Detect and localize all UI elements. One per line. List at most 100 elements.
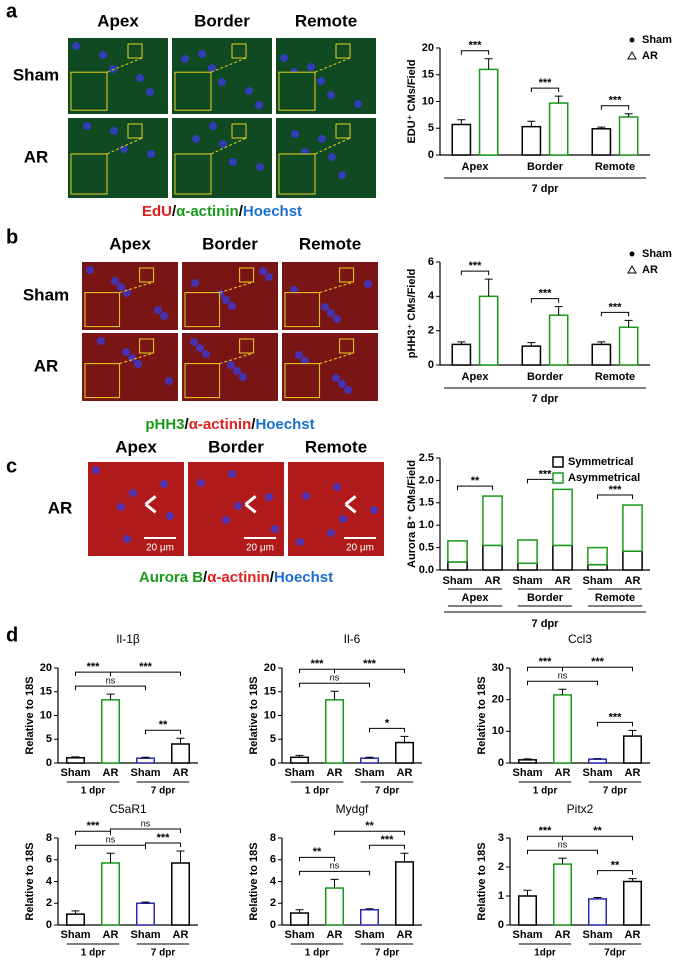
inset-box <box>335 43 351 59</box>
bar-segment <box>482 495 503 547</box>
stain-part: / <box>172 203 177 220</box>
x-tick-label: AR <box>555 767 571 779</box>
nucleus <box>296 538 304 546</box>
error-bar <box>400 852 409 862</box>
inset <box>70 153 108 195</box>
y-tick-label: 8 <box>270 832 276 844</box>
error-bar <box>106 693 115 700</box>
inset <box>278 153 316 195</box>
inset-box <box>239 267 255 283</box>
significance-label: ** <box>159 719 168 731</box>
significance-label: ** <box>611 860 620 872</box>
legend-marker <box>552 472 564 484</box>
group-label: 7 dpr <box>151 948 176 959</box>
group-label: Border <box>527 592 564 604</box>
y-tick-label: 15 <box>422 69 434 81</box>
error-bar <box>295 909 304 914</box>
y-tick-label: 4 <box>270 875 277 887</box>
nucleus <box>234 502 242 510</box>
column-label: Remote <box>295 11 357 30</box>
legend-label: Symmetrical <box>568 456 633 468</box>
significance-label: ns <box>558 671 568 681</box>
bar-segment <box>447 540 468 563</box>
significance-label: ** <box>471 475 480 487</box>
x-tick-label: Apex <box>462 161 490 173</box>
error-bar <box>527 342 536 347</box>
x-tick-label: Sham <box>131 929 161 941</box>
nucleus <box>239 373 247 381</box>
error-bar <box>295 754 304 758</box>
nucleus <box>327 91 335 99</box>
error-bar <box>558 857 567 865</box>
nucleus <box>344 386 352 394</box>
column-label: Apex <box>115 437 157 456</box>
bar <box>588 898 607 926</box>
y-tick-label: 20 <box>422 42 434 54</box>
group-label: 1 dpr <box>305 948 330 959</box>
stain-part: EdU <box>142 203 172 220</box>
stain-legend: EdU/α-actinin/Hoechst <box>142 203 302 220</box>
bar <box>518 759 537 764</box>
error-bar <box>484 278 493 297</box>
nucleus <box>202 350 210 358</box>
nucleus <box>209 122 217 130</box>
significance-bracket <box>600 105 630 110</box>
x-axis-label: 7 dpr <box>532 618 560 630</box>
stain-part: α-actinin <box>207 569 270 586</box>
significance-label: *** <box>87 820 101 832</box>
nucleus <box>120 145 128 153</box>
error-bar <box>593 758 602 760</box>
error-bar <box>365 908 374 910</box>
error-bar <box>71 756 80 758</box>
scale-bar-label: 20 μm <box>346 543 374 554</box>
inset <box>174 153 212 195</box>
y-tick-label: 20 <box>264 662 276 674</box>
nucleus <box>181 55 189 63</box>
y-tick-label: 4 <box>428 290 435 302</box>
column-label: Remote <box>299 234 361 253</box>
chart-title: Ccl3 <box>568 632 592 646</box>
column-label: Apex <box>109 234 151 253</box>
chart-title: Mydgf <box>336 802 369 816</box>
y-tick-label: 5 <box>428 122 434 134</box>
y-axis-label: Relative to 18S <box>248 676 260 754</box>
inset-box <box>239 338 255 354</box>
significance-bracket <box>597 870 633 875</box>
y-tick-label: 10 <box>264 709 276 721</box>
inset-guide <box>319 281 354 294</box>
y-tick-label: 0 <box>270 919 276 931</box>
legend-label: Sham <box>642 248 672 260</box>
group-label: 1 dpr <box>305 786 330 797</box>
nucleus <box>134 360 142 368</box>
x-tick-label: Sham <box>583 767 613 779</box>
bar-segment <box>482 544 503 571</box>
x-tick-label: AR <box>173 929 189 941</box>
stain-part: pHH3 <box>145 416 184 433</box>
y-tick-label: 5 <box>270 733 276 745</box>
bar <box>591 343 612 366</box>
significance-label: *** <box>539 656 553 668</box>
x-tick-label: AR <box>625 575 641 587</box>
x-tick-label: Sham <box>443 575 473 587</box>
bar <box>101 862 120 926</box>
nucleus <box>327 529 335 537</box>
legend-marker <box>627 264 637 274</box>
inset-box <box>127 123 143 139</box>
significance-bracket <box>460 270 490 276</box>
error-bar <box>365 756 374 759</box>
nucleus <box>222 296 230 304</box>
significance-bracket <box>530 87 560 93</box>
significance-bracket <box>110 828 181 834</box>
nucleus <box>86 266 94 274</box>
y-axis-label: Aurora B⁺ CMs/Field <box>406 460 418 568</box>
stain-legend: pHH3/α-actinin/Hoechst <box>145 416 314 433</box>
inset-box <box>335 123 351 139</box>
bar <box>548 314 569 366</box>
significance-bracket <box>369 844 405 850</box>
significance-bracket <box>75 830 111 836</box>
error-bar <box>558 688 567 695</box>
error-bar <box>141 901 150 904</box>
significance-label: *** <box>157 832 171 844</box>
nucleus <box>147 150 155 158</box>
